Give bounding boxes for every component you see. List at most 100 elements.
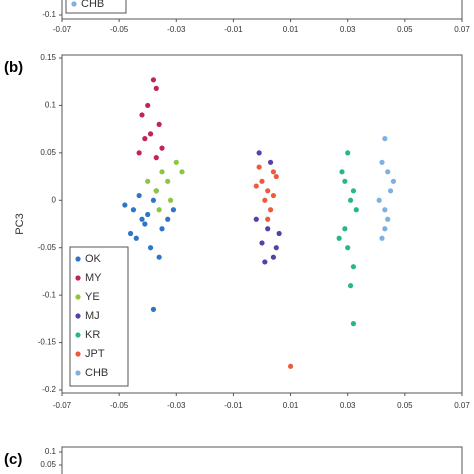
point (287, 363, 294, 369)
point (270, 192, 277, 199)
legend-label: KR (85, 329, 100, 341)
point (385, 169, 391, 175)
point (142, 221, 148, 227)
x-tick-label: -0.01 (224, 401, 243, 410)
point (122, 202, 128, 208)
point (387, 188, 394, 194)
point (145, 102, 151, 109)
point (179, 169, 185, 175)
legend-marker (75, 370, 81, 376)
point (376, 197, 382, 203)
point (339, 169, 345, 175)
x-tick-label: 0.05 (397, 401, 413, 410)
legend-marker (75, 256, 81, 262)
point (273, 245, 279, 251)
point (173, 159, 179, 165)
point (253, 183, 259, 189)
point (390, 178, 397, 184)
point (270, 254, 277, 260)
point (142, 136, 148, 142)
legend-box (65, 0, 127, 14)
x-tick-label: -0.05 (110, 25, 129, 34)
x-tick-label: -0.03 (167, 401, 186, 410)
point (136, 150, 142, 156)
point (147, 245, 154, 251)
point (345, 245, 351, 251)
y-tick-label: 0 (52, 195, 57, 204)
point (256, 150, 262, 156)
x-tick-label: 0.05 (397, 25, 413, 34)
y-tick-label: 0.05 (40, 148, 56, 157)
point (153, 188, 159, 194)
point (379, 235, 385, 241)
point (382, 207, 388, 213)
y-tick-label: 0.1 (45, 447, 57, 456)
x-tick-label: 0.03 (340, 25, 356, 34)
y-tick-label: 0.15 (40, 53, 56, 62)
point (159, 145, 165, 151)
legend-marker (75, 275, 81, 281)
point (276, 230, 282, 237)
legend-marker (75, 351, 81, 357)
point (262, 197, 268, 203)
panel-label: (b) (4, 59, 23, 76)
point (156, 254, 162, 260)
y-tick-label: -0.15 (38, 338, 57, 347)
plot-frame (61, 54, 463, 394)
point (350, 188, 357, 194)
legend-label: JPT (85, 348, 105, 360)
point (145, 211, 151, 218)
point (342, 178, 348, 184)
y-axis-label: PC3 (14, 213, 26, 234)
point (133, 235, 139, 241)
point (159, 169, 165, 175)
point (345, 150, 351, 156)
y-tick-label: -0.1 (42, 10, 56, 19)
point (270, 169, 277, 175)
x-tick-label: 0.01 (283, 401, 299, 410)
y-tick-label: -0.2 (42, 385, 56, 394)
legend-label: MY (85, 272, 102, 284)
point (165, 178, 171, 184)
point (259, 240, 265, 246)
y-tick-label: -0.05 (38, 243, 57, 252)
point (147, 131, 154, 137)
x-tick-label: 0.01 (283, 25, 299, 34)
point (130, 207, 137, 213)
point (347, 283, 354, 289)
point (145, 178, 151, 184)
point (273, 173, 279, 180)
point (267, 159, 274, 165)
point (342, 226, 348, 232)
y-tick-label: -0.1 (42, 290, 56, 299)
x-tick-label: 0.07 (454, 401, 470, 410)
x-tick-label: -0.01 (224, 25, 243, 34)
point (265, 188, 271, 194)
point (336, 235, 342, 241)
point (385, 216, 391, 222)
point (353, 207, 359, 213)
point (153, 155, 159, 161)
point (350, 264, 357, 270)
legend-marker (71, 1, 77, 7)
point (165, 216, 171, 222)
legend-label: CHB (85, 367, 108, 379)
point (156, 121, 162, 127)
point (350, 321, 357, 327)
legend-label: MJ (85, 310, 100, 322)
point (262, 259, 268, 265)
point (265, 216, 271, 222)
point (253, 216, 259, 222)
point (156, 207, 162, 213)
x-tick-label: 0.07 (454, 25, 470, 34)
point (153, 85, 159, 91)
point (170, 207, 177, 213)
x-tick-label: -0.07 (53, 401, 72, 410)
point (265, 226, 271, 232)
point (136, 192, 142, 199)
point (150, 77, 157, 83)
point (382, 136, 388, 142)
x-tick-label: -0.03 (167, 25, 186, 34)
